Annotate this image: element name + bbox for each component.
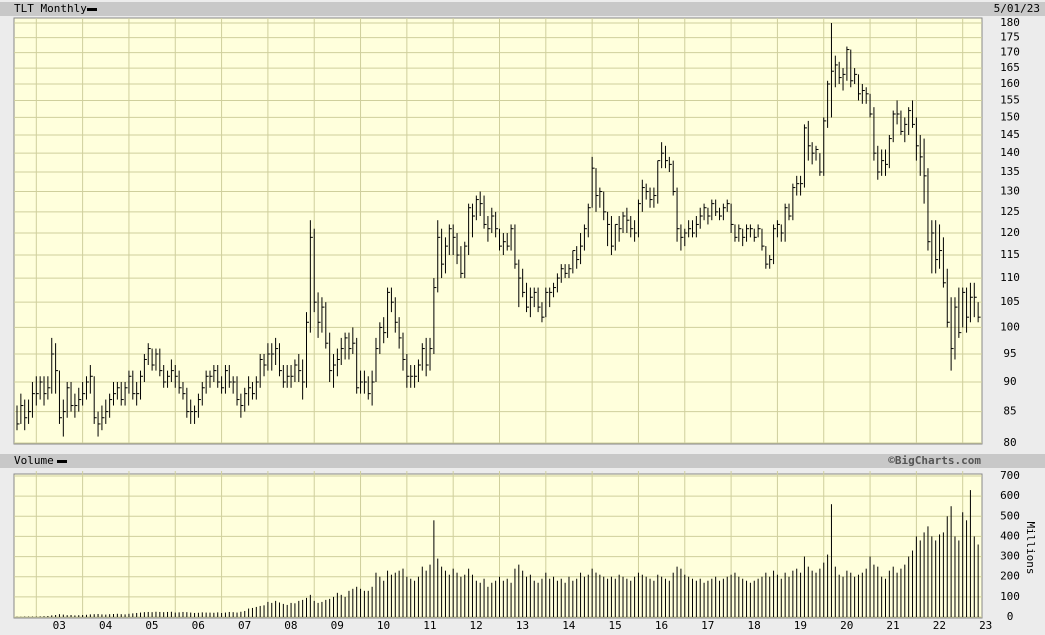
y-tick-label: 700 <box>1000 469 1020 482</box>
x-tick-label: 17 <box>701 619 714 632</box>
legend-swatch <box>87 8 97 11</box>
x-tick-label: 10 <box>377 619 390 632</box>
x-tick-label: 07 <box>238 619 251 632</box>
x-tick-label: 14 <box>562 619 576 632</box>
x-tick-label: 04 <box>99 619 113 632</box>
x-tick-label: 22 <box>933 619 946 632</box>
y-tick-label: 90 <box>1003 375 1016 388</box>
volume-header <box>0 454 1045 468</box>
y-tick-label: 105 <box>1000 295 1020 308</box>
y-tick-label: 115 <box>1000 248 1020 261</box>
y-tick-label: 130 <box>1000 185 1020 198</box>
x-tick-label: 06 <box>192 619 205 632</box>
y-tick-label: 500 <box>1000 509 1020 522</box>
y-tick-label: 150 <box>1000 110 1020 123</box>
x-tick-label: 16 <box>655 619 668 632</box>
x-tick-label: 21 <box>886 619 899 632</box>
y-tick-label: 160 <box>1000 77 1020 90</box>
y-tick-label: 95 <box>1003 347 1016 360</box>
x-tick-label: 15 <box>609 619 622 632</box>
date-label: 5/01/23 <box>994 2 1040 15</box>
legend-swatch <box>57 460 67 463</box>
x-tick-label: 20 <box>840 619 853 632</box>
chart-title: TLT Monthly <box>14 2 87 15</box>
x-tick-label: 13 <box>516 619 529 632</box>
y-tick-label: 125 <box>1000 205 1020 218</box>
y-tick-label: 135 <box>1000 165 1020 178</box>
y-tick-label: 600 <box>1000 489 1020 502</box>
x-tick-label: 08 <box>284 619 297 632</box>
y-tick-label: 80 <box>1003 436 1016 449</box>
y-tick-label: 165 <box>1000 61 1020 74</box>
y-tick-label: 200 <box>1000 570 1020 583</box>
y-tick-label: 145 <box>1000 128 1020 141</box>
y-axis-label: Millions <box>1024 522 1037 575</box>
y-tick-label: 110 <box>1000 271 1020 284</box>
y-tick-label: 85 <box>1003 405 1016 418</box>
x-tick-label: 19 <box>794 619 807 632</box>
y-tick-label: 140 <box>1000 146 1020 159</box>
y-tick-label: 0 <box>1007 610 1014 623</box>
y-tick-label: 170 <box>1000 46 1020 59</box>
x-tick-label: 18 <box>747 619 760 632</box>
y-tick-label: 100 <box>1000 320 1020 333</box>
source-label: ©BigCharts.com <box>888 454 981 467</box>
y-tick-label: 175 <box>1000 31 1020 44</box>
y-tick-label: 155 <box>1000 93 1020 106</box>
x-tick-label: 12 <box>470 619 483 632</box>
x-tick-label: 11 <box>423 619 436 632</box>
volume-title: Volume <box>14 454 54 467</box>
x-tick-label: 03 <box>53 619 66 632</box>
y-tick-label: 300 <box>1000 550 1020 563</box>
y-tick-label: 400 <box>1000 529 1020 542</box>
price-header <box>0 2 1045 16</box>
x-tick-label: 09 <box>331 619 344 632</box>
price-plot <box>13 17 983 445</box>
x-tick-label: 05 <box>145 619 158 632</box>
y-tick-label: 100 <box>1000 590 1020 603</box>
x-tick-label: 23 <box>979 619 992 632</box>
y-tick-label: 180 <box>1000 16 1020 29</box>
y-tick-label: 120 <box>1000 226 1020 239</box>
